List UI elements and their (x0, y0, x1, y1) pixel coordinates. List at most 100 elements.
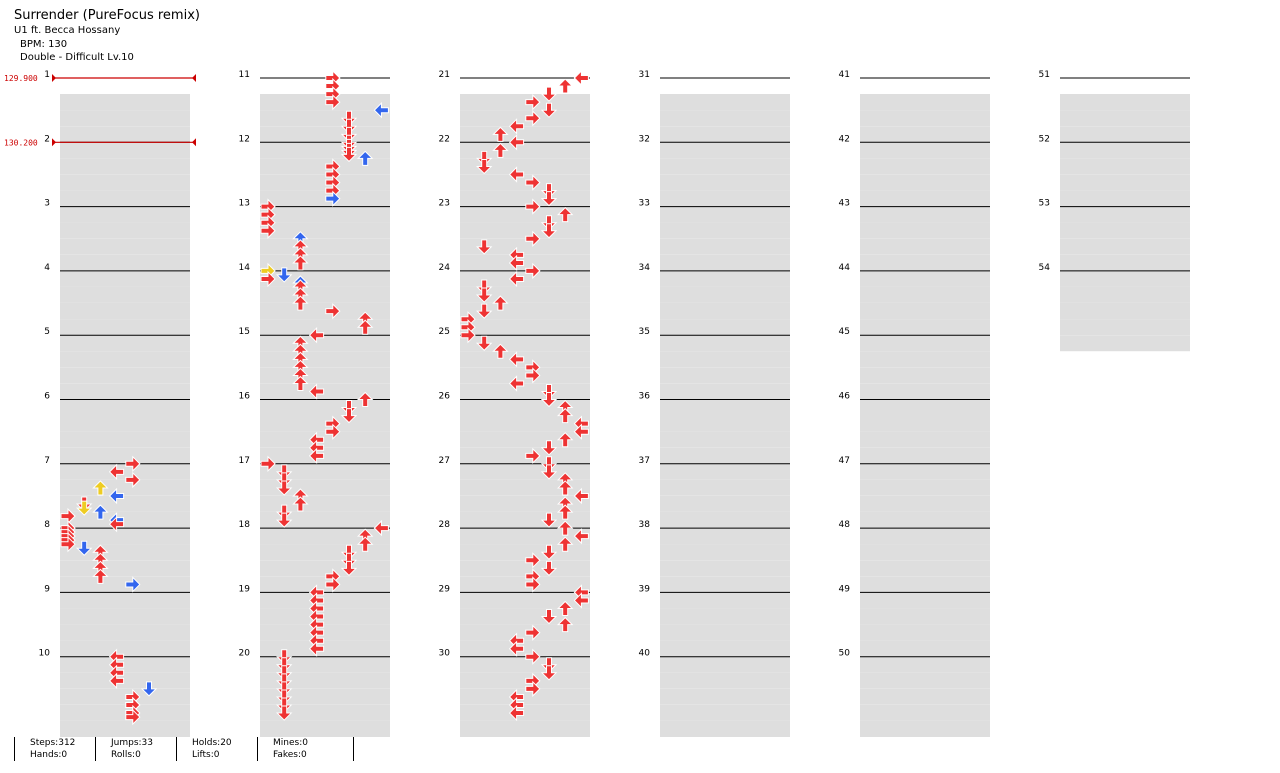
beat-row (1060, 206, 1190, 223)
beat-row (260, 319, 390, 336)
arrow-note-icon (525, 624, 541, 641)
arrow-note-icon (108, 463, 125, 481)
beat-row (860, 383, 990, 400)
measure-number: 3 (44, 199, 50, 209)
measure-number: 46 (839, 392, 851, 402)
arrow-note-icon (540, 665, 558, 681)
beat-row (660, 447, 790, 464)
arrow-note-icon (275, 665, 293, 681)
beat-row (860, 528, 990, 545)
beat-row (460, 270, 590, 287)
stat-fakes: Fakes:0 (273, 750, 307, 760)
beat-row (260, 624, 390, 641)
beat-row (60, 688, 190, 705)
beat-row (860, 335, 990, 352)
beat-row (60, 158, 190, 175)
beat-row (60, 335, 190, 352)
arrow-note-icon (325, 302, 341, 320)
measure-number: 13 (239, 199, 250, 209)
beat-row (260, 254, 390, 271)
beat-row (660, 399, 790, 416)
stat-mines: Mines:0 (273, 738, 308, 748)
arrow-note-icon (525, 367, 541, 384)
beat-row (460, 286, 590, 303)
arrow-note-icon (260, 455, 276, 473)
beat-row (60, 367, 190, 384)
beat-row (260, 512, 390, 528)
song-difficulty: Double - Difficult Lv.10 (20, 52, 134, 63)
arrow-note-icon (475, 303, 493, 319)
arrow-note-icon (540, 657, 558, 673)
arrow-note-icon (556, 407, 574, 424)
arrow-note-icon (540, 440, 558, 456)
beat-row (1060, 254, 1190, 271)
beat-row (460, 158, 590, 175)
beat-row (260, 206, 390, 223)
measure-number: 23 (439, 199, 450, 209)
beat-row (860, 447, 990, 464)
beat-row (860, 399, 990, 416)
beat-row (860, 94, 990, 110)
measure-number: 29 (439, 584, 451, 594)
beat-row (60, 319, 190, 336)
beat-row (860, 592, 990, 609)
beat-row (460, 592, 590, 609)
beat-row (460, 335, 590, 352)
bpm-change-label: 130.200 (4, 138, 38, 147)
arrow-note-icon (492, 343, 509, 359)
arrow-note-icon (356, 319, 374, 335)
beat-row (460, 383, 590, 400)
measure-number: 44 (839, 263, 851, 273)
arrow-note-icon (508, 254, 525, 272)
beat-row (860, 270, 990, 287)
arrow-note-icon (556, 504, 574, 520)
arrow-note-icon (556, 600, 574, 616)
beat-row (660, 174, 790, 191)
beat-row (260, 110, 390, 127)
beat-row (860, 544, 990, 561)
measure-number: 50 (839, 649, 851, 659)
arrow-note-icon (540, 102, 558, 118)
beat-row (660, 512, 790, 528)
beat-row (260, 174, 390, 191)
beat-row (1060, 286, 1190, 303)
measure-number: 39 (639, 584, 651, 594)
beat-row (60, 126, 190, 143)
arrow-note-icon (260, 270, 276, 288)
arrow-note-icon (573, 69, 589, 87)
measure-number: 38 (639, 520, 651, 530)
arrow-note-icon (525, 648, 541, 665)
beat-row (60, 351, 190, 368)
stat-block-mines: Mines:0 Fakes:0 (257, 737, 354, 761)
measure-number: 1 (44, 70, 50, 80)
arrow-note-icon (275, 504, 293, 520)
arrow-note-icon (356, 150, 374, 166)
beat-row (260, 126, 390, 143)
beat-row (260, 158, 390, 175)
beat-row (860, 319, 990, 336)
beat-row (1060, 303, 1190, 319)
beat-row (260, 399, 390, 416)
arrow-note-icon (340, 408, 358, 424)
measure-number: 43 (839, 199, 850, 209)
beat-row (260, 367, 390, 384)
beat-row (460, 447, 590, 464)
beat-row (260, 479, 390, 496)
arrow-note-icon (125, 576, 141, 593)
arrow-note-icon (260, 222, 276, 239)
beat-row (60, 254, 190, 271)
stat-jumps: Jumps:33 (111, 738, 154, 748)
arrow-note-icon (292, 255, 309, 271)
arrow-note-icon (492, 126, 509, 142)
beat-row (660, 351, 790, 368)
arrow-note-icon (125, 471, 141, 489)
measure-number: 24 (439, 263, 451, 273)
beat-row (860, 608, 990, 625)
beat-row (60, 431, 190, 448)
arrow-note-icon (340, 146, 358, 163)
bpm-marker-left (52, 138, 56, 147)
measure-number: 15 (239, 327, 250, 337)
beat-row (860, 721, 990, 737)
beat-row (460, 640, 590, 657)
arrow-note-icon (108, 672, 125, 690)
